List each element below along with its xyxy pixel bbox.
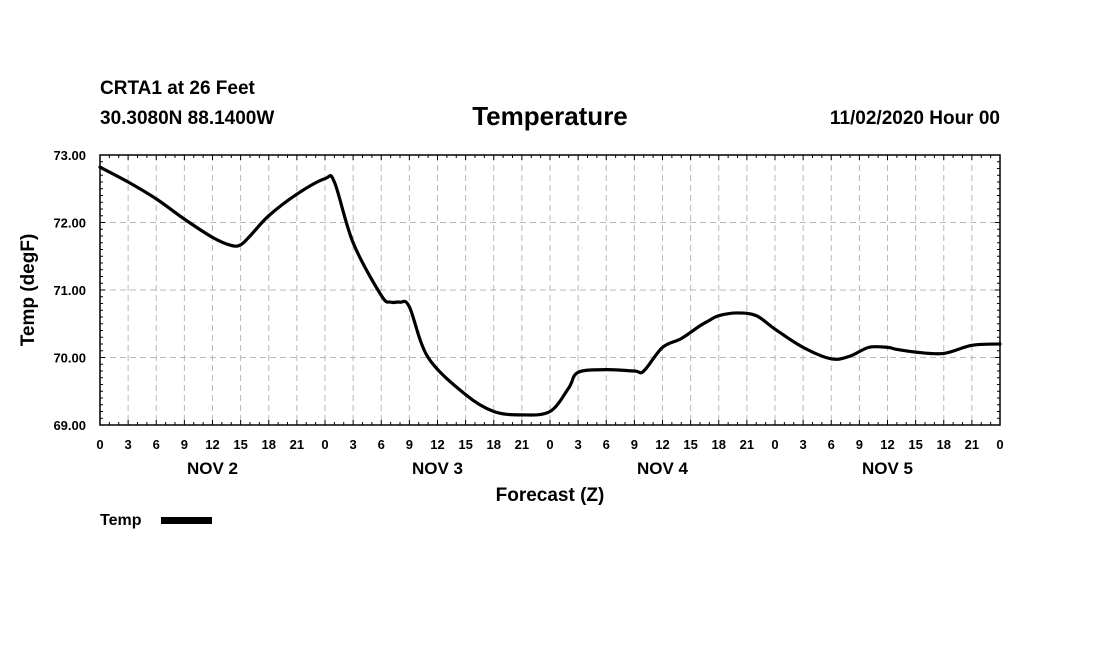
- x-tick-label: 12: [205, 437, 219, 452]
- x-tick-label: 0: [996, 437, 1003, 452]
- x-tick-labels: 0 3 6 9 12 15 18 21 0 3 6 9 12 15 18 21 0 3 6 9 12 15 18 21 0 3 6 9…: [96, 437, 1003, 452]
- station-label: CRTA1 at 26 Feet: [100, 78, 256, 99]
- chart-title: Temperature: [472, 101, 628, 131]
- x-tick-label: 3: [350, 437, 357, 452]
- x-tick-label: 21: [740, 437, 754, 452]
- x-tick-label: 0: [96, 437, 103, 452]
- x-tick-label: 21: [290, 437, 304, 452]
- x-axis-label: Forecast (Z): [496, 485, 605, 506]
- run-time-label: 11/02/2020 Hour 00: [830, 108, 1000, 129]
- x-tick-label: 6: [153, 437, 160, 452]
- x-tick-label: 15: [233, 437, 247, 452]
- y-tick-label: 70.00: [53, 351, 86, 366]
- legend-swatch-temp: [161, 517, 212, 524]
- location-label: 30.3080N 88.1400W: [100, 108, 274, 129]
- x-tick-label: 12: [430, 437, 444, 452]
- x-tick-label: 0: [771, 437, 778, 452]
- day-label: NOV 5: [862, 459, 913, 478]
- day-label: NOV 2: [187, 459, 238, 478]
- x-tick-label: 21: [515, 437, 529, 452]
- series-layer: [98, 165, 1002, 417]
- x-tick-label: 12: [655, 437, 669, 452]
- x-tick-label: 6: [603, 437, 610, 452]
- x-tick-label: 9: [856, 437, 863, 452]
- y-tick-label: 69.00: [53, 418, 86, 433]
- x-tick-label: 18: [937, 437, 951, 452]
- x-tick-label: 18: [262, 437, 276, 452]
- x-tick-label: 18: [712, 437, 726, 452]
- y-axis-label: Temp (degF): [18, 234, 39, 347]
- x-tick-label: 21: [965, 437, 979, 452]
- day-label: NOV 3: [412, 459, 463, 478]
- legend: Temp: [100, 512, 212, 529]
- y-tick-labels: 69.00 70.00 71.00 72.00 73.00: [53, 148, 86, 433]
- x-tick-label: 3: [575, 437, 582, 452]
- x-tick-label: 9: [406, 437, 413, 452]
- x-tick-label: 3: [800, 437, 807, 452]
- y-tick-label: 71.00: [53, 283, 86, 298]
- day-labels: NOV 2 NOV 3 NOV 4 NOV 5: [187, 459, 913, 478]
- x-tick-label: 15: [908, 437, 922, 452]
- x-tick-label: 6: [828, 437, 835, 452]
- x-tick-label: 0: [321, 437, 328, 452]
- x-tick-label: 0: [546, 437, 553, 452]
- y-tick-label: 73.00: [53, 148, 86, 163]
- day-label: NOV 4: [637, 459, 689, 478]
- x-tick-label: 15: [458, 437, 472, 452]
- plot-frame: [99, 154, 1001, 426]
- x-tick-label: 9: [181, 437, 188, 452]
- x-tick-label: 6: [378, 437, 385, 452]
- x-tick-label: 3: [125, 437, 132, 452]
- x-tick-label: 9: [631, 437, 638, 452]
- y-tick-label: 72.00: [53, 216, 86, 231]
- grid-lines: [100, 155, 1000, 425]
- series-line-temp: [98, 165, 1002, 417]
- x-tick-label: 15: [683, 437, 697, 452]
- legend-label-temp: Temp: [100, 512, 142, 529]
- x-tick-label: 12: [880, 437, 894, 452]
- x-tick-label: 18: [487, 437, 501, 452]
